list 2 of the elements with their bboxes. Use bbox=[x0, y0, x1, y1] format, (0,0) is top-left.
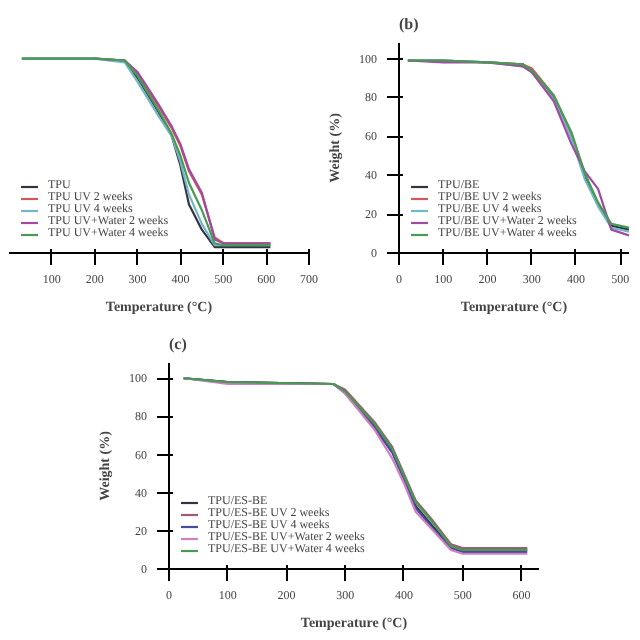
chart-title: (c) bbox=[169, 335, 188, 353]
chart-title: (b) bbox=[399, 15, 420, 33]
